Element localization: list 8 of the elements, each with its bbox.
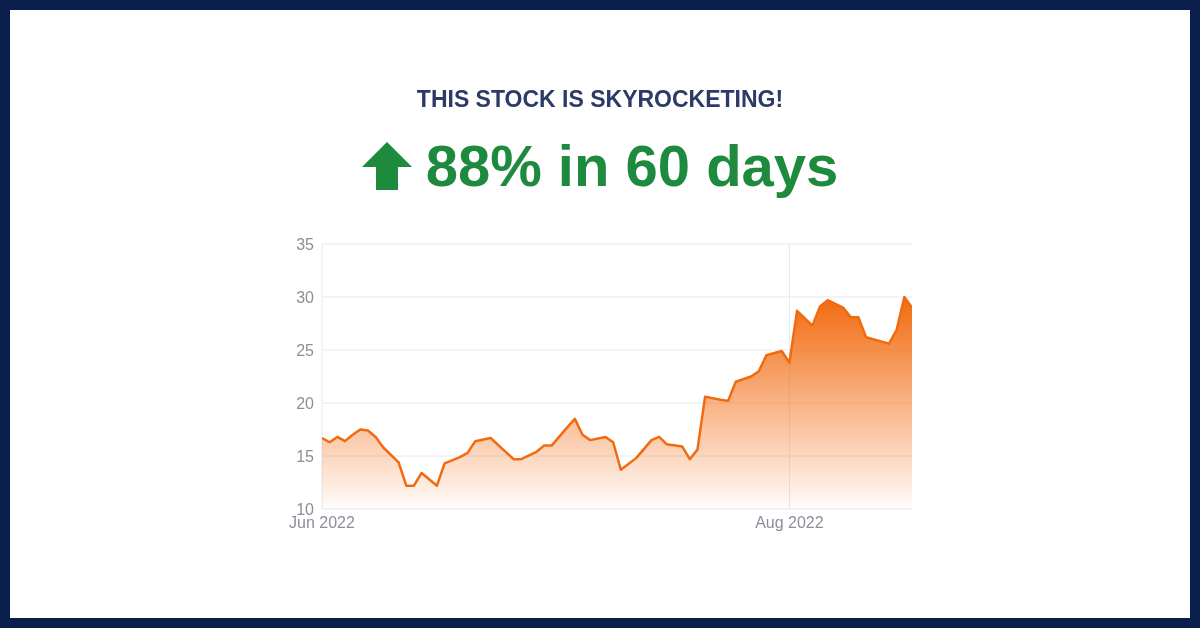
x-tick-label: Aug 2022 [755, 514, 824, 532]
y-tick-label: 35 [296, 235, 315, 253]
y-tick-label: 20 [296, 394, 315, 412]
y-tick-label: 25 [296, 341, 315, 359]
y-tick-label: 15 [296, 447, 315, 465]
y-tick-label: 30 [296, 288, 315, 306]
chart-subtitle: 88% in 60 days [425, 132, 839, 199]
chart-title: THIS STOCK IS SKYROCKETING! [415, 86, 785, 113]
